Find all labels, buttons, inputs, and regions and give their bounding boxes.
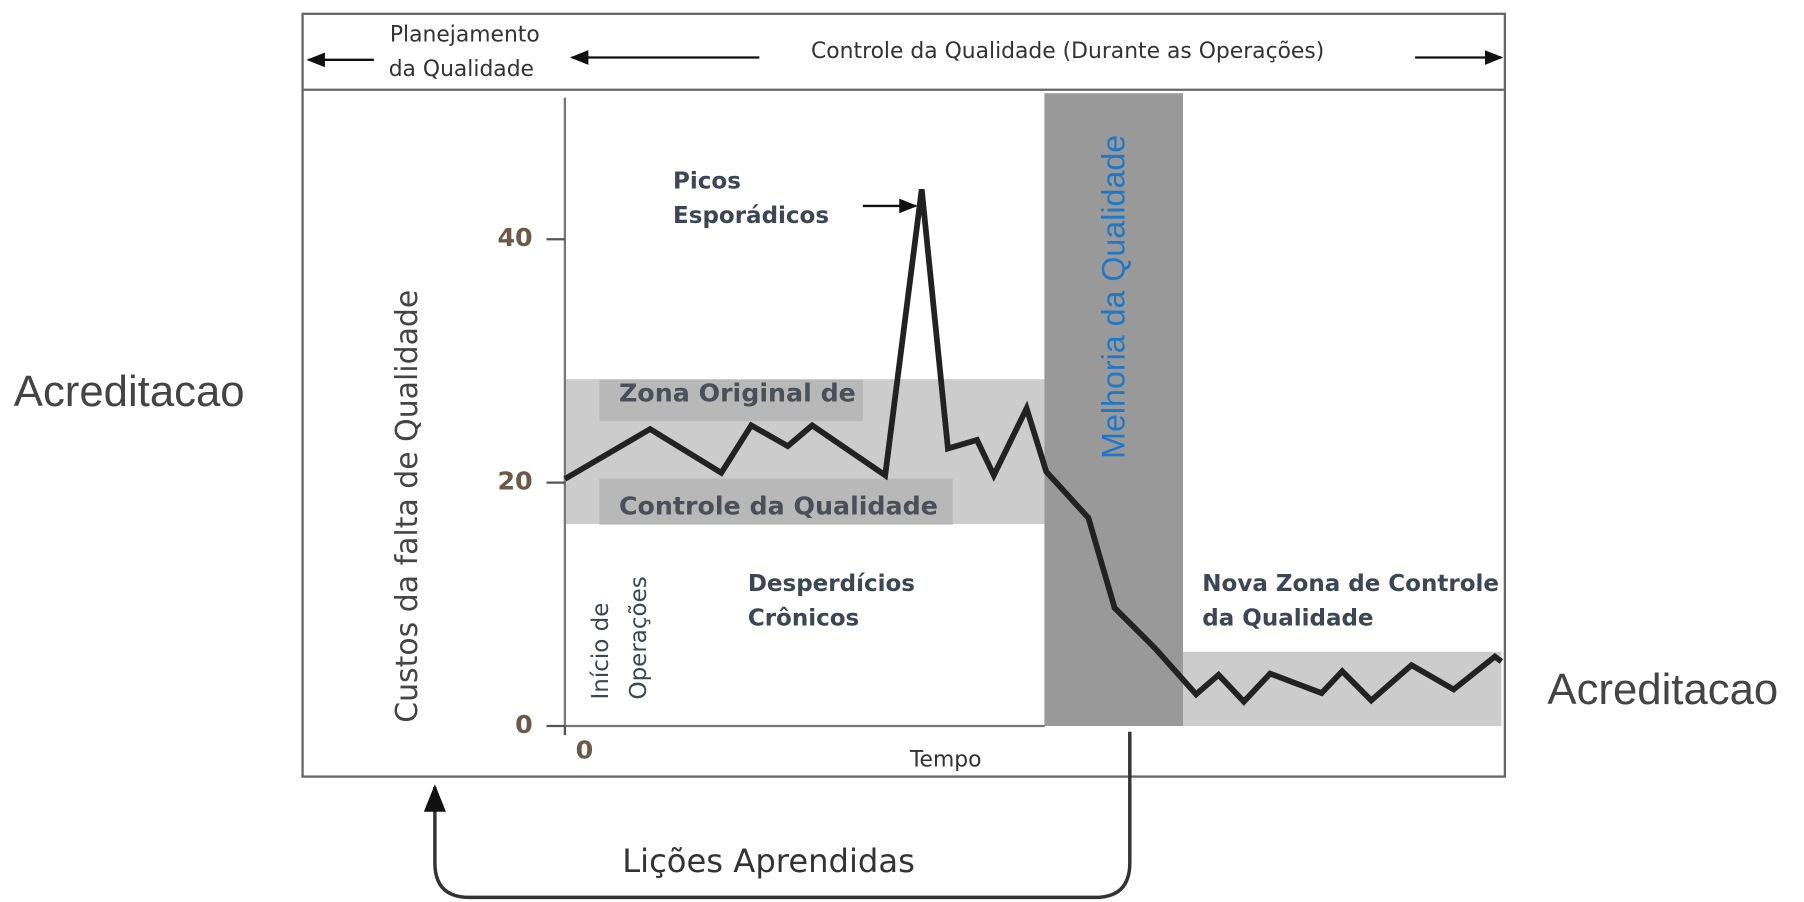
side-label: Acreditacao	[14, 367, 245, 416]
cost-line	[563, 188, 1504, 706]
annotation: Operações	[626, 576, 652, 699]
annotation: Esporádicos	[673, 203, 829, 229]
x-tick-label: 0	[576, 735, 594, 764]
header-control: Controle da Qualidade (Durante as Operaç…	[811, 39, 1324, 64]
annotation: Crônicos	[748, 605, 859, 631]
annotation: Desperdícios	[748, 571, 915, 597]
header-planning: da Qualidade	[389, 57, 534, 82]
annotation: Nova Zona de Controle	[1202, 571, 1499, 597]
feedback-arrow	[423, 731, 1132, 900]
y-tick-label: 0	[515, 710, 533, 739]
y-axis-label: Custos da falta de Qualidade	[390, 290, 425, 723]
annotation: Melhoria da Qualidade	[1096, 135, 1132, 459]
annotation: da Qualidade	[1202, 605, 1373, 631]
label-box	[599, 478, 953, 525]
annotation: Início de	[588, 603, 614, 700]
annotation: Controle da Qualidade	[619, 491, 938, 520]
y-tick-label: 20	[497, 467, 532, 496]
annotation: Picos	[673, 168, 741, 194]
label-box	[599, 379, 863, 422]
y-tick-label: 40	[497, 223, 532, 252]
x-axis-label: Tempo	[909, 747, 982, 772]
annotation: Lições Aprendidas	[622, 842, 915, 880]
annotation: Zona Original de	[619, 379, 856, 408]
zone-band	[1044, 93, 1184, 726]
frame	[301, 12, 1507, 778]
side-label: Acreditacao	[1547, 665, 1778, 714]
header-planning: Planejamento	[390, 23, 540, 48]
